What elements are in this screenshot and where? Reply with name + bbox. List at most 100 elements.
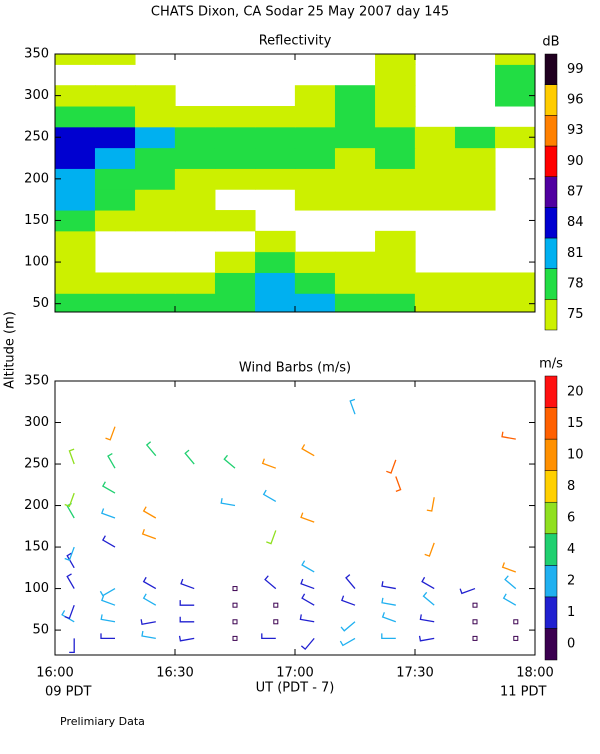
contour-cell xyxy=(454,147,496,169)
wind-barb xyxy=(301,560,315,573)
contour-cell xyxy=(454,189,496,211)
contour-cell xyxy=(174,210,216,232)
wind-barb xyxy=(386,459,397,474)
y-tick-label: 350 xyxy=(24,374,49,389)
wind-barb xyxy=(301,593,315,606)
colorbar-cell xyxy=(544,533,558,566)
wind-barb xyxy=(142,506,157,519)
contour-cell xyxy=(294,251,336,273)
calm-marker xyxy=(273,602,279,608)
wind-barb xyxy=(99,588,116,597)
y-tick-label: 350 xyxy=(24,47,49,62)
wind-barb xyxy=(299,614,315,623)
colorbar-label: 90 xyxy=(567,154,584,169)
colorbar-label: 87 xyxy=(567,185,584,200)
contour-cell xyxy=(135,106,176,128)
wind-barb xyxy=(68,448,75,465)
wind-barb xyxy=(140,619,156,625)
wind-barb xyxy=(501,562,517,573)
calm-marker xyxy=(472,619,478,625)
contour-cell xyxy=(55,106,96,128)
contour-cell xyxy=(294,189,336,211)
wind-barb xyxy=(107,452,116,469)
wind-barb xyxy=(426,497,435,512)
colorbar-label: 0 xyxy=(567,637,575,652)
y-tick-label: 100 xyxy=(24,255,49,270)
contour-cell xyxy=(94,272,136,294)
wind-barb xyxy=(179,600,195,606)
wind-barb xyxy=(64,492,75,508)
wind-barb xyxy=(501,431,516,440)
contour-cell xyxy=(55,126,96,149)
colorbar-cell xyxy=(544,299,558,331)
plot-frame xyxy=(54,380,536,656)
wind-barb xyxy=(105,426,116,441)
colorbar-cell xyxy=(544,407,558,440)
contour-cell xyxy=(334,251,376,273)
contour-cell xyxy=(214,147,256,169)
wind-barb xyxy=(145,441,157,457)
contour-cell xyxy=(334,126,376,149)
y-tick-label: 100 xyxy=(24,581,49,596)
wind-barb xyxy=(66,573,75,589)
wind-barb xyxy=(264,575,277,590)
contour-cell xyxy=(375,230,416,253)
contour-cell xyxy=(375,85,416,107)
contour-cell xyxy=(294,126,336,149)
y-tick-label: 150 xyxy=(24,213,49,228)
contour-cell xyxy=(255,293,296,312)
contour-cell xyxy=(55,168,96,190)
colorbar-label: 81 xyxy=(567,246,584,261)
wind-barb xyxy=(142,576,157,590)
contour-cell xyxy=(375,147,416,169)
wind-barb xyxy=(381,597,396,606)
contour-cell xyxy=(294,147,336,169)
colorbar-cell xyxy=(544,470,558,503)
contour-cell xyxy=(214,106,256,128)
x-tick-label: 17:30 xyxy=(396,666,433,681)
contour-cell xyxy=(174,189,216,211)
contour-cell xyxy=(375,189,416,211)
contour-cell xyxy=(495,85,535,107)
contour-cell xyxy=(94,85,136,107)
contour-cell xyxy=(334,168,376,190)
contour-cell xyxy=(294,106,336,128)
contour-cell xyxy=(495,54,535,65)
contour-cell xyxy=(375,168,416,190)
wind-barb xyxy=(100,633,115,640)
wind-barb xyxy=(261,633,276,640)
contour-cell xyxy=(255,106,296,128)
calm-marker xyxy=(232,619,238,625)
colorbar-cell xyxy=(544,628,558,661)
contour-cell xyxy=(135,85,176,107)
contour-cell xyxy=(135,126,176,149)
contour-cell xyxy=(94,54,136,65)
colorbar-label: 20 xyxy=(567,384,584,399)
contour-cell xyxy=(294,272,336,294)
wind-barb xyxy=(101,508,116,519)
plot-area xyxy=(61,398,519,654)
x-label: UT (PDT - 7) xyxy=(256,681,335,696)
wind-barb xyxy=(66,552,75,569)
contour-cell xyxy=(55,54,96,65)
contour-cell xyxy=(55,230,96,253)
colorbar-title: dB xyxy=(542,35,559,50)
y-tick-label: 200 xyxy=(24,171,49,186)
calm-marker xyxy=(273,619,279,625)
wind-barb xyxy=(141,529,157,540)
contour-cell xyxy=(135,189,176,211)
wind-barb xyxy=(261,458,277,469)
contour-cell xyxy=(174,126,216,149)
contour-cell xyxy=(334,272,376,294)
wind-barb xyxy=(141,630,156,640)
contour-cell xyxy=(255,126,296,149)
contour-cell xyxy=(375,272,416,294)
calm-marker xyxy=(472,635,478,641)
colorbar-label: 6 xyxy=(567,511,575,526)
y-tick-label: 250 xyxy=(24,130,49,145)
colorbar-cell xyxy=(544,596,558,629)
contour-cell xyxy=(94,189,136,211)
footnote: Prelimiary Data xyxy=(60,715,145,728)
contour-cell xyxy=(294,293,336,312)
colorbar-cell xyxy=(544,438,558,471)
